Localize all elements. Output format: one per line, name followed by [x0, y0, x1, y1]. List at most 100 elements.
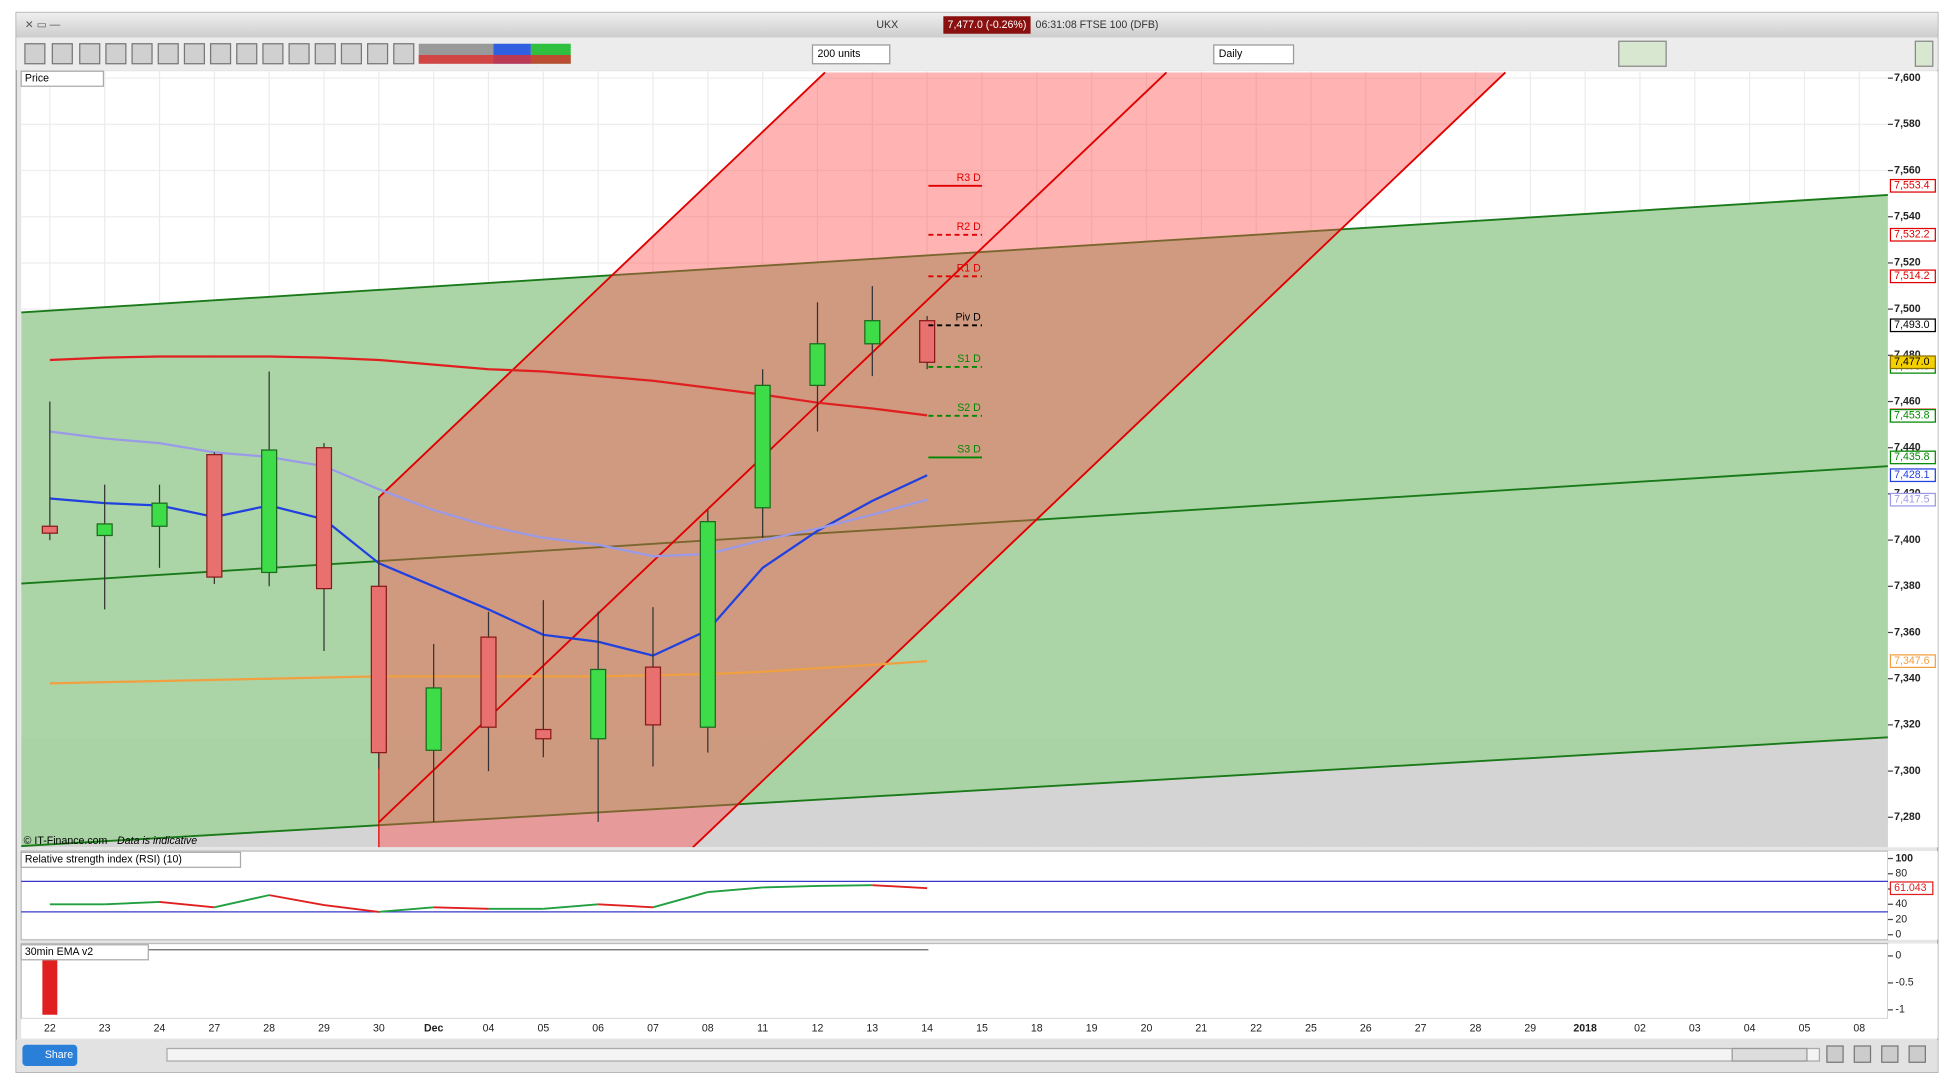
x-tick-label: 20 [1141, 1022, 1153, 1034]
moving-average [49, 474, 928, 657]
x-tick-label: 2018 [1573, 1022, 1597, 1034]
y-tick-label: 7,520 [1894, 257, 1921, 269]
x-tick-label: 04 [483, 1022, 495, 1034]
rsi-segment [378, 906, 434, 913]
candle-body [919, 320, 936, 363]
pivot-name: R1 D [957, 263, 981, 275]
channel-line [378, 71, 1168, 823]
channel-line [378, 71, 826, 499]
candle-body [754, 384, 771, 509]
color-palette[interactable] [418, 43, 571, 64]
rsi-segment [762, 885, 818, 889]
rsi-value-label: 61.043 [1894, 882, 1926, 894]
rsi-marks: 02040608010061.043 [21, 852, 1934, 941]
x-tick-label: 22 [44, 1022, 56, 1034]
panel-title: Relative strength index (RSI) (10) [25, 854, 182, 866]
scroll-thumb[interactable] [1731, 1047, 1808, 1062]
candle-body [315, 447, 333, 590]
panel-title: Price [25, 73, 49, 85]
pivot-value-label: 7,553.4 [1894, 180, 1929, 192]
moving-average [49, 355, 928, 417]
x-tick-label: 05 [537, 1022, 549, 1034]
pivot-value-label: 7,532.2 [1894, 229, 1929, 241]
candle-body [590, 668, 607, 740]
pivot-value-box [1889, 408, 1936, 423]
y-tick-label: 7,360 [1894, 626, 1921, 638]
candle-body [96, 523, 113, 537]
pivot-name: R3 D [957, 172, 981, 184]
rsi-segment [598, 903, 654, 909]
candle-body [809, 343, 826, 386]
quote-box [943, 16, 1031, 34]
ma-value-label: 7,428.1 [1894, 469, 1929, 481]
x-tick-label: 08 [702, 1022, 714, 1034]
y-tick-label: 7,580 [1894, 118, 1921, 130]
y-tick-label: -1 [1895, 1004, 1905, 1016]
pivot-name: S3 D [957, 444, 981, 456]
panel-header [20, 851, 242, 868]
pivot-value-box [1889, 227, 1936, 242]
y-tick-label: 7,500 [1894, 303, 1921, 315]
x-tick-label: 19 [1086, 1022, 1098, 1034]
candle-body [644, 666, 662, 726]
x-tick-label: 07 [647, 1022, 659, 1034]
interval-select[interactable] [1213, 44, 1295, 65]
pivot-value-box [1889, 450, 1936, 465]
y-tick-label: 7,300 [1894, 765, 1921, 777]
units-select[interactable] [811, 44, 891, 65]
price-marks: R3 D R2 D R1 D Piv D S1 D S2 D S3 D [41, 172, 982, 822]
rsi-segment [269, 894, 325, 906]
x-tick-label: 26 [1360, 1022, 1372, 1034]
x-tick-label: 04 [1744, 1022, 1756, 1034]
candle-body [535, 728, 552, 740]
pivot-name: R2 D [957, 221, 981, 233]
pivot-name: S2 D [957, 402, 981, 414]
y-tick-label: 7,280 [1894, 811, 1921, 823]
x-tick-label: 15 [976, 1022, 988, 1034]
channel-line [21, 194, 1888, 314]
disclaimer: Data is indicative [117, 835, 197, 847]
chart-style-button[interactable] [1618, 40, 1667, 67]
x-tick-label: 03 [1689, 1022, 1701, 1034]
units: 200 units [817, 48, 860, 60]
rsi-segment [817, 884, 873, 887]
last-price-label: 7,477.0 [1894, 356, 1929, 368]
y-tick-label: 100 [1895, 852, 1913, 864]
rsi-segment [433, 906, 489, 910]
rsi-segment [214, 894, 270, 909]
y-tick-label: -0.5 [1895, 977, 1913, 989]
x-tick-label: 12 [812, 1022, 824, 1034]
refresh-button[interactable] [1914, 40, 1934, 67]
x-tick-label: 06 [592, 1022, 604, 1034]
x-tick-label: 27 [1415, 1022, 1427, 1034]
tool-icons[interactable] [24, 43, 415, 65]
pivot-value-label: 7,493.0 [1894, 319, 1929, 331]
price-axis-labels: 7,2807,3007,3207,3407,3607,3807,4007,420… [1887, 72, 1936, 823]
y-tick-label: 7,400 [1894, 534, 1921, 546]
y-tick-label: 7,440 [1894, 442, 1921, 454]
rsi-segment [323, 904, 379, 913]
candle-body [864, 320, 881, 345]
share-button[interactable] [22, 1044, 78, 1067]
pivot-value-label: 7,514.2 [1894, 270, 1929, 282]
x-tick-label: Dec [424, 1022, 444, 1034]
y-tick-label: 40 [1895, 898, 1907, 910]
red-channel [378, 72, 1506, 848]
x-tick-label: 25 [1305, 1022, 1317, 1034]
x-tick-label: 21 [1195, 1022, 1207, 1034]
toolbar [16, 37, 1938, 70]
x-tick-label: 13 [866, 1022, 878, 1034]
x-tick-label: 05 [1799, 1022, 1811, 1034]
y-tick-label: 7,560 [1894, 164, 1921, 176]
ema-axis [1887, 943, 1938, 1019]
zoom-buttons[interactable] [1826, 1045, 1926, 1063]
x-tick-label: 14 [921, 1022, 933, 1034]
x-tick-label: 11 [757, 1022, 768, 1034]
candle-body [699, 521, 716, 728]
window-controls[interactable]: ✕ ▭ — [25, 19, 61, 31]
interval: Daily [1219, 48, 1243, 60]
ema-panel [20, 942, 1889, 1020]
bar [42, 955, 58, 1015]
x-tick-label: 24 [154, 1022, 166, 1034]
scrollbar[interactable] [166, 1047, 1821, 1062]
